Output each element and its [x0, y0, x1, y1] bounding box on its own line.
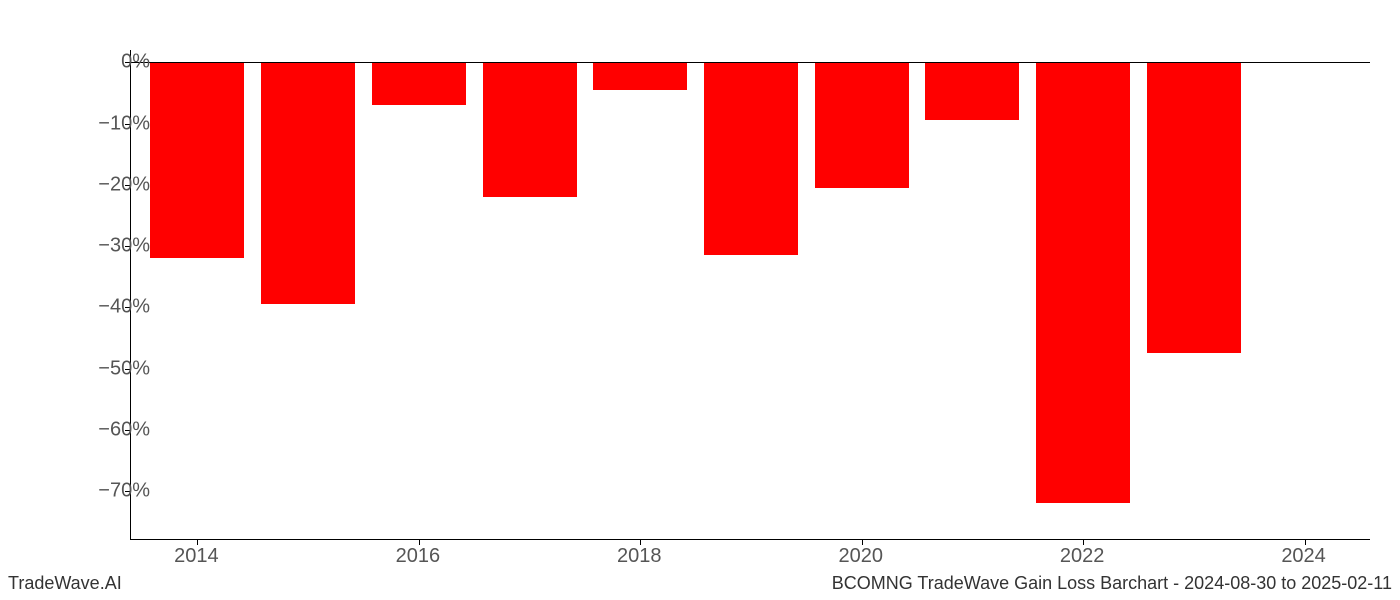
bar: [815, 62, 909, 188]
chart-container: [130, 50, 1370, 540]
bar: [150, 62, 244, 258]
bar: [704, 62, 798, 255]
plot-area: [130, 50, 1370, 540]
x-tick-label: 2018: [617, 545, 662, 568]
bar: [372, 62, 466, 105]
bar: [925, 62, 1019, 120]
bar: [1147, 62, 1241, 353]
footer-left-text: TradeWave.AI: [8, 573, 122, 594]
x-tick-label: 2024: [1281, 545, 1326, 568]
y-tick-label: −60%: [70, 418, 150, 441]
x-tick-label: 2016: [396, 545, 441, 568]
bar: [1036, 62, 1130, 503]
y-tick-label: −40%: [70, 296, 150, 319]
x-tick-label: 2020: [838, 545, 883, 568]
y-tick-label: 0%: [70, 51, 150, 74]
bar: [261, 62, 355, 304]
footer-right-text: BCOMNG TradeWave Gain Loss Barchart - 20…: [832, 573, 1392, 594]
bar: [483, 62, 577, 197]
y-tick-label: −10%: [70, 112, 150, 135]
y-tick-label: −30%: [70, 235, 150, 258]
x-tick-label: 2022: [1060, 545, 1105, 568]
y-tick-label: −70%: [70, 480, 150, 503]
bar: [593, 62, 687, 90]
y-tick-label: −50%: [70, 357, 150, 380]
zero-line: [131, 62, 1370, 63]
y-tick-label: −20%: [70, 173, 150, 196]
x-tick-label: 2014: [174, 545, 219, 568]
